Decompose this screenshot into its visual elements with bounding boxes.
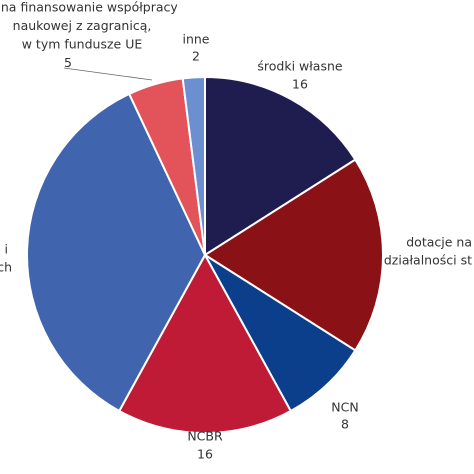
slice-label: dotacje na [406, 235, 472, 250]
value-label: 2 [192, 49, 200, 64]
slice-label: działalności st [384, 253, 472, 268]
slice-label: naukowej z zagranicą, [13, 18, 152, 33]
pie-slice [204, 75, 357, 257]
slice-label: NCN [331, 400, 358, 415]
pie-slice [181, 75, 206, 256]
leader-line [63, 67, 153, 81]
pie-slice [204, 254, 357, 413]
pie-slice [117, 252, 293, 434]
slice-label: w tym fundusze UE [22, 37, 143, 52]
value-label: 16 [292, 77, 308, 92]
value-label: 5 [64, 55, 72, 70]
slice-label: ch [0, 260, 12, 275]
slice-label: inne [182, 32, 209, 47]
slice-label: środki własne [257, 59, 343, 74]
pie-slice [26, 92, 207, 413]
slice-label: i [5, 242, 8, 257]
value-label: 8 [341, 417, 349, 432]
value-label: 16 [197, 447, 213, 462]
slice-label: ki na finansowanie współpracy [0, 0, 178, 15]
pie-slice [203, 158, 384, 352]
slice-label: NCBR [187, 429, 223, 444]
